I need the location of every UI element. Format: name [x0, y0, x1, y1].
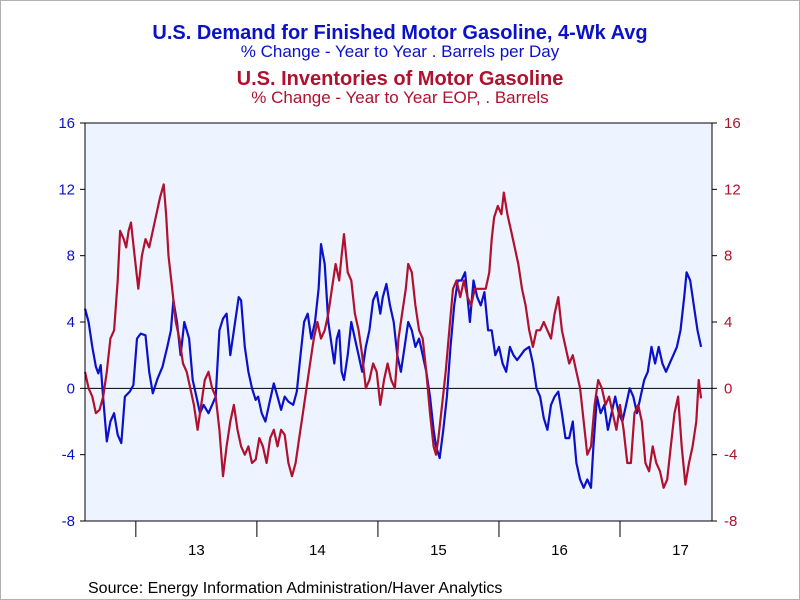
y-tick-label-right: -4 — [724, 447, 737, 464]
y-tick-label-left: 8 — [67, 248, 75, 265]
x-tick-label: 17 — [672, 542, 689, 559]
x-tick-label: 13 — [188, 542, 205, 559]
y-axis-left: -8 -4 0 4 8 12 16 — [58, 115, 85, 530]
x-tick-label: 16 — [551, 542, 568, 559]
series-line-demand — [83, 243, 703, 489]
y-tick-label-left: 16 — [58, 115, 75, 132]
y-tick-label-left: -4 — [62, 447, 75, 464]
y-tick-label-right: 0 — [724, 380, 732, 397]
y-tick-label-left: 12 — [58, 181, 75, 198]
y-axis-right: -8 -4 0 4 8 12 16 — [712, 115, 741, 530]
series-line-inventories — [83, 183, 703, 489]
y-tick-label-left: 4 — [67, 314, 75, 331]
y-tick-label-right: 12 — [724, 181, 741, 198]
y-tick-label-left: -8 — [62, 513, 75, 530]
chart-title: U.S. Demand for Finished Motor Gasoline,… — [152, 22, 647, 44]
x-tick-label: 15 — [430, 542, 447, 559]
x-tick-label: 14 — [309, 542, 326, 559]
y-tick-label-right: 8 — [724, 248, 732, 265]
chart-titles: U.S. Demand for Finished Motor Gasoline,… — [152, 22, 647, 107]
chart-title-2: U.S. Inventories of Motor Gasoline — [237, 68, 564, 90]
y-tick-label-right: 4 — [724, 314, 732, 331]
y-tick-label-left: 0 — [67, 380, 75, 397]
y-tick-label-right: 16 — [724, 115, 741, 132]
plot-area — [85, 123, 712, 521]
y-tick-label-right: -8 — [724, 513, 737, 530]
source-note: Source: Energy Information Administratio… — [88, 580, 502, 597]
x-axis: 13 14 15 16 17 — [135, 521, 689, 559]
chart-subtitle: % Change - Year to Year . Barrels per Da… — [241, 42, 560, 61]
chart-subtitle: % Change - Year to Year EOP, . Barrels — [251, 88, 548, 107]
series-layer — [83, 183, 703, 489]
